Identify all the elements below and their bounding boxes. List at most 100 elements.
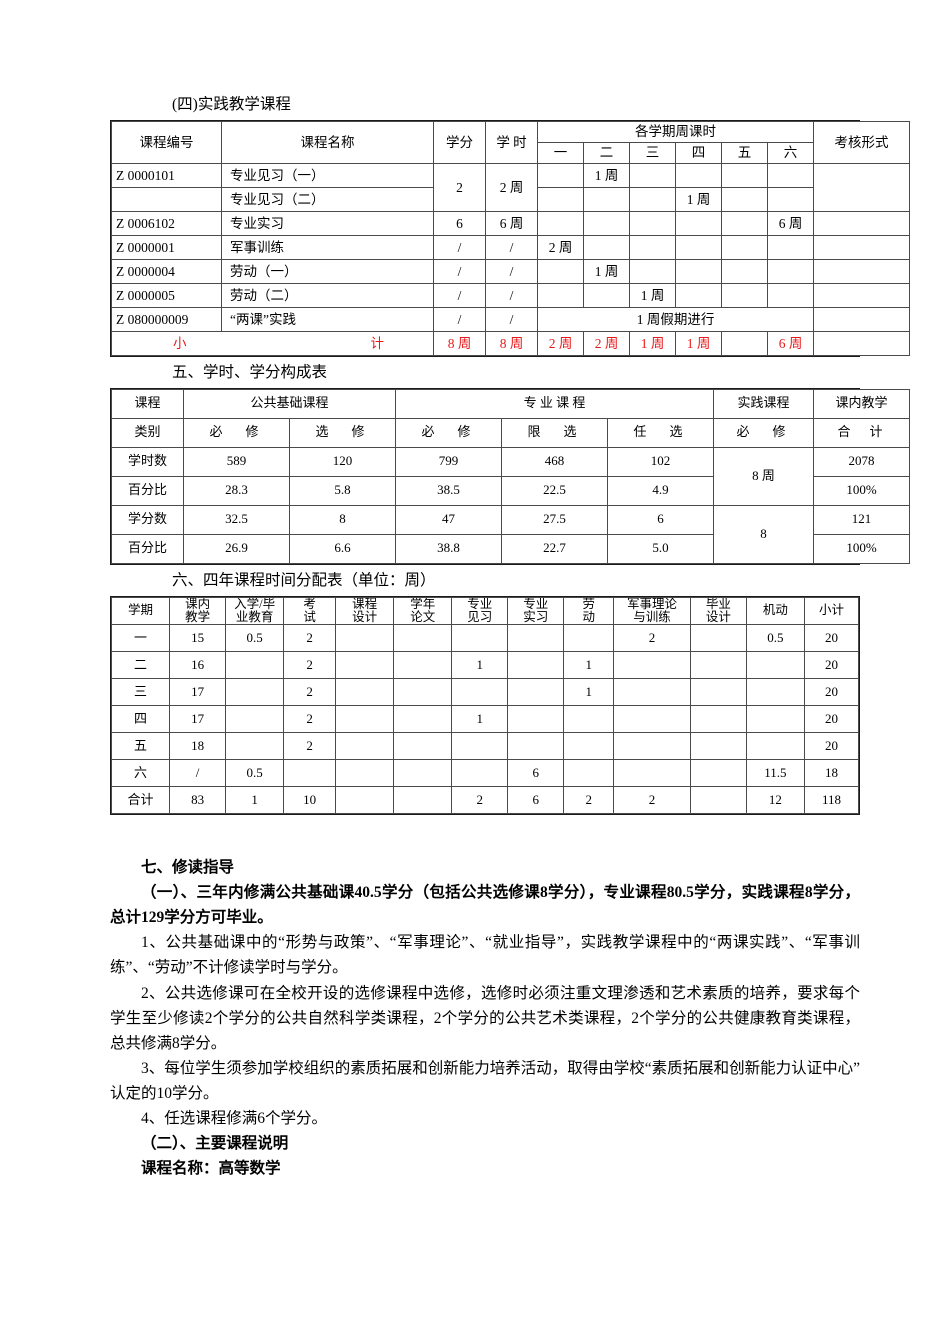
cell-course-code: Z 0000004	[111, 258, 222, 284]
th-labor: 劳 动	[563, 596, 615, 626]
cell-value	[393, 732, 453, 761]
cell-term-2: 1 周	[583, 162, 630, 188]
cell-value	[335, 705, 395, 734]
row-label-percent-credits: 百分比	[111, 533, 184, 564]
th-exam: 考 试	[283, 596, 337, 626]
cell-value: 18	[803, 759, 860, 788]
cell-value: 2	[613, 624, 691, 653]
cell-value: 20	[803, 678, 860, 707]
th-sub-required-practice: 必 修	[713, 417, 815, 448]
th-practice: 实践课程	[713, 388, 815, 419]
table-row: 二 16 2 1 1 20	[110, 651, 860, 680]
cell-value: 2	[283, 705, 337, 734]
cell-value	[393, 651, 453, 680]
cell-value	[507, 624, 565, 653]
row-label-percent-hours: 百分比	[111, 475, 184, 506]
table-row: Z 0000004 劳动（一） / / 1 周	[111, 258, 911, 284]
practice-section-heading: (四)实践教学课程	[172, 96, 291, 113]
th-term-3: 三	[629, 141, 676, 164]
cell-assessment	[813, 258, 911, 284]
guidance-paragraph-1: 1、公共基础课中的“形势与政策”、“军事理论”、“就业指导”，实践教学课程中的“…	[110, 934, 860, 977]
cell-assessment	[813, 306, 911, 332]
th-sub-free-elective: 任 选	[607, 417, 715, 448]
cell-value: 102	[607, 446, 715, 477]
th-term-1: 一	[537, 141, 584, 164]
cell-term: 一	[110, 624, 171, 653]
cell-value	[689, 732, 747, 761]
th-assessment: 考核形式	[813, 120, 911, 164]
cell-hours: /	[485, 282, 538, 308]
cell-practice-hours: 8 周	[713, 446, 815, 506]
cell-span-note: 1 周假期进行	[536, 306, 815, 332]
cell-course-code: Z 0006102	[111, 210, 222, 236]
cell-value	[613, 678, 691, 707]
main-courses-heading: （二）、主要课程说明	[141, 1135, 289, 1153]
cell-course-code: Z 080000009	[111, 306, 222, 332]
cell-value: 1	[451, 705, 509, 734]
cell-term-3	[629, 210, 676, 236]
guidance-section: 七、修读指导 （一）、三年内修满公共基础课40.5学分（包括公共选修课8学分），…	[110, 855, 860, 1181]
cell-value	[613, 732, 691, 761]
cell-assessment	[813, 234, 911, 260]
cell-value: 799	[395, 446, 503, 477]
cell-assessment	[813, 282, 911, 308]
cell-value	[689, 678, 747, 707]
cell-value: 8	[288, 504, 397, 535]
four-year-time-allocation-table: 学期 课内 教学 入学/毕 业教育 考 试 课程 设计 学	[110, 596, 860, 815]
cell-summary-term-3: 1 周	[629, 330, 676, 356]
cell-term: 五	[110, 732, 171, 761]
cell-value: 1	[563, 678, 615, 707]
cell-term-1	[537, 258, 584, 284]
guidance-paragraph-main: （一）、三年内修满公共基础课40.5学分（包括公共选修课8学分），专业课程80.…	[110, 884, 860, 927]
cell-value: 26.9	[183, 533, 290, 564]
cell-value: 5.0	[607, 533, 715, 564]
cell-value	[507, 705, 565, 734]
cell-value: 5.8	[288, 475, 397, 506]
th-military-theory-training: 军事理论 与训练	[613, 596, 691, 626]
cell-value: 0.5	[225, 624, 285, 653]
cell-value: 1	[225, 786, 285, 815]
cell-term-5	[721, 234, 768, 260]
cell-value: 22.7	[501, 533, 609, 564]
cell-value	[335, 624, 395, 653]
th-category-line1: 课程	[111, 388, 184, 419]
cell-value: 6	[507, 759, 565, 788]
cell-credits: /	[433, 258, 486, 284]
cell-value	[225, 678, 285, 707]
cell-term-6	[766, 234, 815, 260]
cell-value: 22.5	[501, 475, 609, 506]
time-header-row: 学期 课内 教学 入学/毕 业教育 考 试 课程 设计 学	[110, 596, 860, 626]
cell-value	[563, 705, 615, 734]
credits-composition-table: 课程 公共基础课程 专 业 课 程 实践课程 课内教学 类别 必 修 选 修 必…	[111, 388, 911, 564]
cell-value	[393, 705, 453, 734]
cell-course-name: 军事训练	[221, 234, 434, 260]
th-course-name: 课程名称	[221, 120, 434, 164]
cell-term-4	[675, 282, 722, 308]
cell-value	[507, 651, 565, 680]
table-row: Z 0006102 专业实习 6 6 周 6 周	[111, 210, 911, 236]
cell-hours: 2 周	[485, 162, 538, 212]
cell-value: 2	[613, 786, 691, 815]
table-row: 学分数 32.5 8 47 27.5 6 8 121	[111, 504, 911, 564]
th-sub-restricted-elective: 限 选	[501, 417, 609, 448]
cell-term-3	[629, 162, 676, 188]
cell-credits: 2	[433, 162, 486, 212]
credits-section-heading: 五、学时、学分构成表	[172, 363, 328, 381]
th-term-4: 四	[675, 141, 722, 164]
cell-value: 1	[563, 651, 615, 680]
th-in-class-teaching: 课内 教学	[169, 596, 227, 626]
cell-value: 20	[803, 705, 860, 734]
practice-table-wrapper: 课程编号 课程名称 学分 学 时 各学期周课时 考核形式 一 二 三 四 五 六…	[110, 119, 911, 357]
practice-summary-row: 小 计 8 周 8 周 2 周 2 周 1 周 1 周 6 周	[111, 330, 911, 356]
cell-credits: /	[433, 306, 486, 332]
cell-summary-assessment	[813, 330, 911, 356]
credits-header-row-2: 类别 必 修 选 修 必 修 限 选 任 选 必 修 合 计	[111, 417, 911, 448]
cell-value: 6	[507, 786, 565, 815]
cell-total: 2078	[813, 446, 911, 477]
cell-summary-term-4: 1 周	[675, 330, 722, 356]
cell-course-code: Z 0000101	[111, 162, 222, 188]
cell-term: 六	[110, 759, 171, 788]
cell-value: 2	[283, 732, 337, 761]
cell-credits: /	[433, 234, 486, 260]
th-enroll-grad-education: 入学/毕 业教育	[225, 596, 285, 626]
